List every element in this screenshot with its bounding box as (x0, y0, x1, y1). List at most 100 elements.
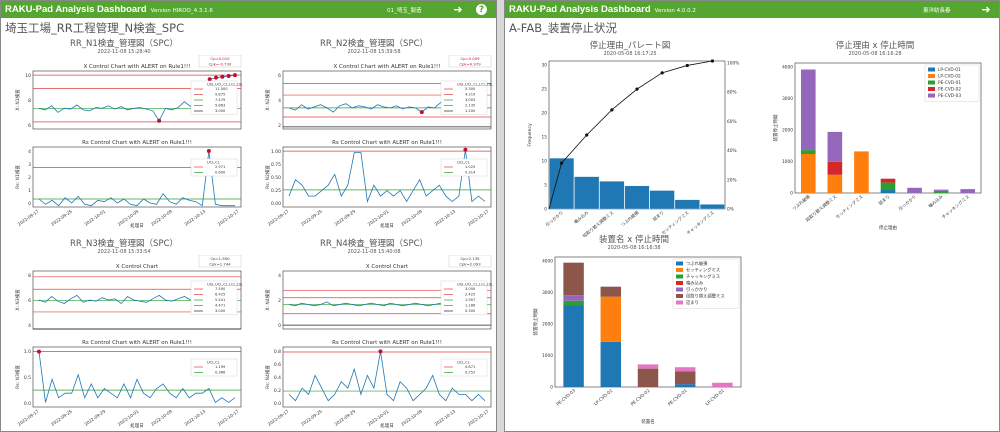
legend-value: 0.366 (215, 371, 226, 375)
legend-label: PE-CVD-03 (938, 93, 961, 99)
legend-swatch (928, 93, 935, 98)
y-tick-label: 0 (278, 323, 281, 329)
x-tick-label: 2022-10-13 (433, 409, 456, 427)
y-tick-label: 1000 (542, 353, 553, 359)
x-tick-label: 2022-09-17 (267, 409, 290, 427)
y-tick-label: 2000 (782, 128, 793, 134)
bar-chart-panel: 装置名 x 停止時間 2020-05-08 16:16:38 つぶれ破損 セッティング… (519, 233, 749, 431)
y-tick-label: 0.0 (274, 401, 281, 407)
legend-box (190, 280, 238, 315)
series-line (288, 149, 486, 204)
y-axis-label: Rs: N3検査 (14, 365, 21, 389)
workspace-label[interactable]: 01_埼玉_製造 (387, 8, 422, 14)
y2-tick-label: 60% (727, 119, 737, 125)
cp-value: Cp=0.009 (460, 56, 480, 61)
pareto-bar (549, 157, 575, 210)
legend-value: 3.003 (465, 98, 475, 102)
bar-chart-panel: 停止理由 x 停止時間 2020-05-08 16:16:28 LP-CVD-01 L… (759, 39, 991, 239)
legend-value: 0.300 (465, 309, 476, 313)
legend-swatch (676, 274, 683, 279)
x-tick-label: PE-CVD-02 (630, 388, 652, 408)
legend-box (440, 280, 488, 315)
bar-segment (674, 384, 696, 387)
legend-value: 0.871 (465, 365, 475, 369)
legend-value: 11.500 (215, 87, 228, 91)
x-tick-label: 噛み込み (927, 193, 945, 210)
legend-value: 1.025 (465, 165, 475, 169)
bar-segment (674, 367, 696, 372)
legend-value: 1.199 (215, 365, 226, 369)
cpk-value: Cpk=2.093 (459, 262, 481, 267)
cpk-value: Cpk=-0.730 (209, 62, 232, 67)
y2-tick-label: 40% (727, 148, 737, 154)
cumulative-point (660, 71, 664, 75)
x-axis-label: 処理日 (130, 422, 144, 429)
y-tick-label: 4 (28, 149, 31, 155)
page-title: 埼玉工場_RR工程管理_N検査_SPC (5, 21, 185, 35)
bar-segment (827, 174, 843, 193)
bar-segment (827, 161, 843, 175)
spc-panel: RR_N3検査_管理図（SPC） 2022-11-08 15:33:54 Cp=1.… (3, 237, 245, 431)
x-axis-label: 処理日 (380, 422, 394, 429)
help-icon[interactable]: ? (476, 4, 487, 15)
y-tick-label: 6 (28, 298, 31, 304)
y-tick-label: 1.00 (271, 149, 281, 155)
plot-frame (282, 70, 492, 130)
y-tick-label: 2 (28, 175, 31, 181)
plot-frame (282, 346, 492, 408)
legend-value: 1.186 (465, 304, 476, 308)
cp-value: Cp=1.900 (210, 256, 230, 261)
legend-swatch (676, 294, 683, 298)
logout-icon[interactable]: ➜ (981, 2, 991, 16)
bar-segment (880, 182, 896, 190)
y-tick-label: 4000 (782, 65, 793, 71)
y-tick-label: 2 (278, 123, 281, 129)
y-tick-label: 0.00 (271, 201, 281, 207)
x-tick-label: 噛み込み (572, 209, 590, 226)
chart-title: Rs Control Chart with ALERT on Rule1!!! (82, 140, 192, 146)
workspace-label[interactable]: 東洋紡長春 (923, 8, 951, 14)
y-tick-label: 3000 (542, 290, 553, 296)
bar-segment (933, 190, 949, 193)
x-tick-label: 2022-09-25 (300, 409, 323, 427)
legend-value: 2.135 (465, 104, 475, 108)
legend-swatch (676, 287, 683, 292)
app-title: RAKU-Pad Analysis Dashboard (509, 4, 651, 15)
pareto-bar (599, 181, 625, 210)
y-tick-label: 0 (550, 385, 553, 391)
panel-date: 2022-11-08 15:39:58 (347, 49, 401, 55)
x-tick-label: 2022-10-17 (467, 409, 490, 427)
cp-value: Cp=0.010 (210, 56, 230, 61)
legend-value: 0.314 (465, 171, 476, 175)
panel-title: RR_N1検査_管理図（SPC） (69, 39, 179, 49)
y-tick-label: 4 (28, 323, 31, 329)
legend-value: 3.000 (465, 287, 476, 291)
bar-segment (854, 151, 869, 193)
bar-segment (637, 368, 659, 387)
y-tick-label: 3000 (782, 96, 793, 102)
y-axis-label: Rs: N1検査 (14, 165, 21, 189)
legend-box (190, 158, 238, 177)
right-header-bar: RAKU-Pad Analysis Dashboard Version 4.0.… (505, 1, 999, 18)
y-tick-label: 1000 (782, 159, 793, 165)
x-tick-label: 引っかかり (544, 209, 565, 228)
plot-frame (32, 146, 242, 208)
bar-segment (933, 189, 949, 191)
x-tick-label: 2022-09-25 (300, 209, 323, 227)
legend-value: 5.300 (465, 87, 476, 91)
legend-title: UCL,CL (457, 361, 470, 365)
alert-point (233, 73, 237, 78)
pareto-bar (699, 204, 725, 210)
legend-title: UCL,CL (207, 361, 220, 365)
x-tick-label: 2022-10-09 (150, 209, 173, 227)
x-tick-label: 2022-09-17 (17, 209, 40, 227)
x-axis-label: 処理日 (130, 222, 144, 229)
legend-swatch (676, 268, 683, 272)
y-tick-label: 4000 (542, 259, 553, 265)
x-axis-label: 装置名 (641, 418, 655, 425)
y-tick-label: 4 (278, 273, 281, 279)
logout-icon[interactable]: ➜ (453, 2, 463, 16)
cumulative-line (548, 60, 713, 210)
